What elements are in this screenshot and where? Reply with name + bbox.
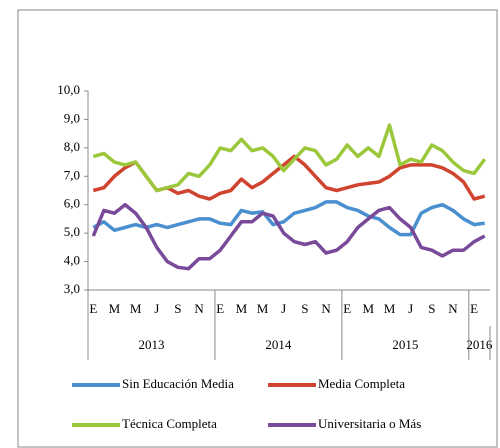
year-label: 2015 — [392, 337, 418, 352]
year-label: 2014 — [265, 337, 292, 352]
y-tick-label: 5,0 — [64, 224, 80, 239]
y-tick-label: 8,0 — [64, 139, 80, 154]
x-tick-label: S — [428, 301, 435, 316]
x-tick-label: J — [154, 301, 159, 316]
x-tick-label: E — [343, 301, 351, 316]
legend-label: Media Completa — [318, 376, 405, 391]
year-label: 2016 — [466, 337, 493, 352]
x-tick-label: M — [130, 301, 142, 316]
x-tick-label: E — [89, 301, 97, 316]
x-tick-label: J — [408, 301, 413, 316]
y-tick-label: 7,0 — [64, 167, 80, 182]
x-tick-label: N — [448, 301, 458, 316]
y-tick-label: 4,0 — [64, 253, 80, 268]
chart-frame — [17, 9, 498, 448]
x-tick-label: M — [236, 301, 248, 316]
x-tick-label: M — [384, 301, 396, 316]
x-tick-label: S — [301, 301, 308, 316]
legend-label: Técnica Completa — [122, 416, 217, 431]
y-tick-label: 3,0 — [64, 281, 80, 296]
x-tick-label: M — [257, 301, 269, 316]
x-tick-label: M — [109, 301, 121, 316]
x-tick-label: J — [281, 301, 286, 316]
y-tick-label: 6,0 — [64, 196, 80, 211]
series-line — [91, 202, 486, 271]
x-tick-label: E — [470, 301, 478, 316]
y-tick-label: 10,0 — [57, 82, 80, 97]
year-label: 2013 — [138, 337, 164, 352]
series-line — [92, 123, 487, 193]
x-tick-label: M — [363, 301, 375, 316]
legend-label: Sin Educación Media — [122, 376, 234, 391]
y-tick-label: 9,0 — [64, 110, 80, 125]
x-tick-label: S — [174, 301, 181, 316]
x-tick-label: E — [216, 301, 224, 316]
series-line — [92, 200, 485, 237]
legend-label: Universitaria o Más — [318, 416, 421, 431]
x-tick-label: N — [194, 301, 204, 316]
x-tick-label: N — [321, 301, 331, 316]
